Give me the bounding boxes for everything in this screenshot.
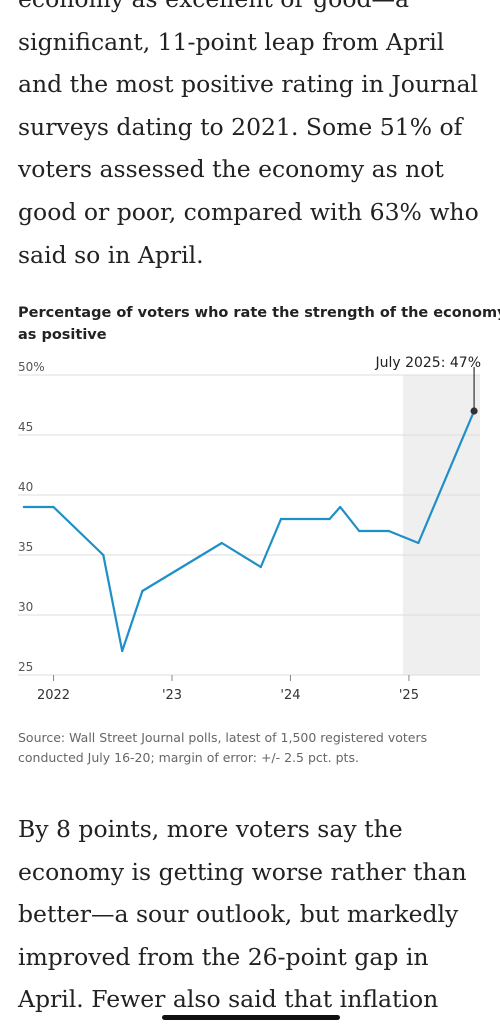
data-point: [220, 541, 223, 545]
paragraph-line: significant, 11-point leap from April: [18, 27, 445, 56]
y-tick-label: 35: [18, 540, 33, 554]
data-point: [22, 505, 26, 509]
annotation-marker: [470, 407, 478, 415]
paragraph-line: April. Fewer also said that inflation: [18, 985, 439, 1014]
line-chart: 25 30 35 40 45 50% 2022 '23 '24 '25 July 2025: 4…: [18, 355, 481, 703]
highlight-band-layer: [403, 375, 480, 675]
paragraph-line: better—a sour outlook, but markedly: [18, 900, 459, 929]
x-tick-label: 2022: [37, 688, 70, 703]
paragraph-line: good or poor, compared with 63% who: [18, 197, 479, 226]
article-paragraph-top: economy as excellent or good—a significan…: [18, 0, 488, 276]
annotation-label: July 2025: 47%: [374, 355, 481, 371]
series-line: [22, 409, 476, 653]
x-tick-label: '24: [280, 688, 300, 703]
y-tick-label: 30: [18, 600, 33, 614]
paragraph-line: improved from the 26-point gap in: [18, 942, 429, 971]
paragraph-line: and the most positive rating in Journal: [18, 70, 478, 99]
highlight-band: [403, 375, 480, 675]
y-tick-label: 45: [18, 420, 33, 434]
data-point: [121, 649, 124, 653]
series-layer: [22, 409, 476, 653]
data-point: [387, 529, 390, 533]
x-tick-label: '23: [162, 688, 182, 703]
data-point: [279, 517, 283, 521]
data-point: [102, 553, 105, 557]
data-point: [417, 541, 420, 545]
paragraph-line: economy is getting worse rather than: [18, 857, 467, 886]
chart-title-line: as positive: [18, 327, 107, 343]
home-indicator[interactable]: [162, 1015, 340, 1020]
x-tick-label: '25: [399, 688, 419, 703]
data-point: [259, 565, 262, 569]
article-paragraph-bottom: By 8 points, more voters say the economy …: [18, 808, 488, 1021]
gridlines: [18, 374, 480, 676]
paragraph-line: voters assessed the economy as not: [18, 155, 444, 184]
source-line: Source: Wall Street Journal polls, lates…: [18, 730, 428, 745]
y-tick-label: 40: [18, 480, 33, 494]
y-tick-label: 50%: [18, 360, 45, 374]
x-axis-ticks: 2022 '23 '24 '25: [37, 675, 419, 703]
paragraph-line: economy as excellent or good—a: [18, 0, 488, 21]
data-point: [141, 589, 144, 593]
data-point: [358, 529, 361, 533]
data-point: [52, 505, 55, 509]
paragraph-line: said so in April.: [18, 240, 204, 269]
y-tick-label: 25: [18, 660, 33, 674]
source-line: conducted July 16-20; margin of error: +…: [18, 750, 359, 765]
chart-title: Percentage of voters who rate the streng…: [18, 302, 500, 346]
paragraph-line: By 8 points, more voters say the: [18, 815, 403, 843]
paragraph-line: surveys dating to 2021. Some 51% of: [18, 112, 463, 141]
chart-source-note: Source: Wall Street Journal polls, lates…: [18, 728, 488, 768]
chart-title-line: Percentage of voters who rate the streng…: [18, 305, 500, 321]
annotation-layer: July 2025: 47%: [374, 355, 481, 415]
data-point: [328, 517, 331, 521]
data-point: [339, 505, 342, 509]
y-axis-ticks: 25 30 35 40 45 50%: [18, 360, 45, 674]
